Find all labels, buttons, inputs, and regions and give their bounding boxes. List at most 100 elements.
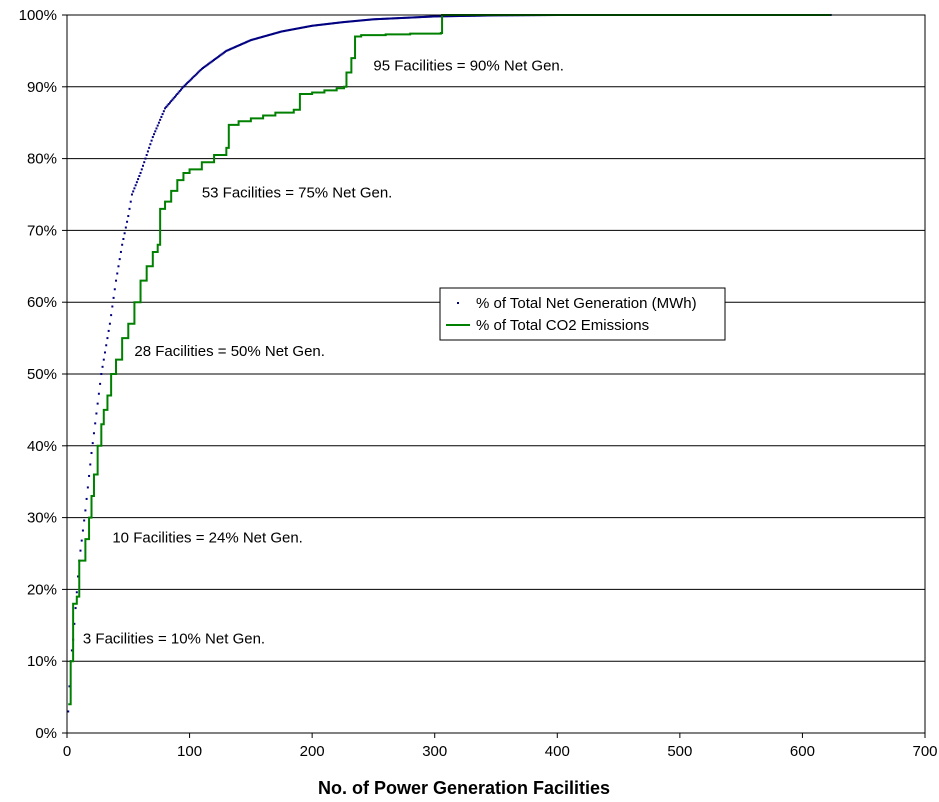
data-point — [278, 31, 281, 34]
data-point — [181, 87, 184, 90]
data-point — [296, 27, 299, 30]
data-point — [177, 91, 180, 94]
data-point — [100, 373, 103, 375]
data-point — [140, 168, 143, 171]
data-point — [387, 17, 390, 20]
data-point — [430, 15, 433, 18]
data-point — [363, 19, 366, 22]
data-point — [90, 451, 93, 454]
data-point — [454, 15, 457, 18]
data-point — [219, 54, 222, 57]
data-point — [238, 43, 241, 46]
data-point — [377, 18, 380, 21]
data-point — [232, 46, 235, 49]
data-point — [146, 150, 149, 153]
legend: % of Total Net Generation (MWh) % of Tota… — [439, 287, 726, 341]
data-point — [302, 26, 305, 29]
data-point — [404, 16, 407, 19]
data-point — [379, 17, 382, 20]
data-point — [84, 509, 87, 512]
y-tick-label: 10% — [27, 653, 57, 670]
data-point — [203, 66, 206, 69]
data-point — [148, 146, 151, 149]
data-point — [438, 15, 441, 18]
data-point — [171, 98, 174, 101]
data-point — [225, 49, 228, 52]
data-point — [222, 51, 225, 54]
data-point — [366, 18, 369, 21]
data-point — [339, 21, 342, 24]
x-tick-label: 700 — [912, 743, 937, 760]
data-point — [178, 90, 181, 93]
data-point — [96, 402, 99, 405]
series-net-generation — [67, 14, 832, 713]
data-point — [420, 16, 423, 19]
data-point — [188, 79, 191, 82]
data-point — [106, 337, 109, 340]
data-point — [354, 20, 357, 23]
data-point — [433, 15, 436, 18]
data-point — [317, 24, 320, 27]
data-point — [308, 25, 311, 28]
data-point — [335, 21, 338, 24]
data-point — [179, 88, 182, 91]
data-point — [132, 190, 135, 193]
data-point — [160, 115, 163, 118]
data-point — [99, 382, 102, 385]
data-point — [345, 20, 348, 23]
data-point — [393, 17, 396, 20]
data-point — [116, 272, 119, 275]
data-point — [208, 62, 211, 65]
data-point — [328, 22, 331, 25]
data-point — [102, 358, 105, 361]
annotation-label: 3 Facilities = 10% Net Gen. — [83, 630, 265, 647]
x-axis-title: No. of Power Generation Facilities — [318, 778, 610, 798]
data-point — [351, 20, 354, 23]
data-point — [165, 105, 168, 108]
data-point — [246, 40, 249, 43]
data-point — [128, 207, 131, 210]
data-point — [365, 18, 368, 21]
data-point — [281, 30, 284, 33]
x-tick-label: 500 — [667, 743, 692, 760]
data-point — [268, 33, 271, 36]
data-point — [74, 607, 77, 610]
data-point — [123, 232, 126, 235]
data-point — [290, 28, 293, 31]
data-point — [182, 85, 185, 88]
legend-box — [439, 287, 726, 341]
data-point — [77, 575, 80, 578]
data-point — [411, 16, 414, 19]
data-point — [191, 77, 194, 80]
data-point — [227, 48, 230, 51]
data-point — [415, 16, 418, 19]
data-point — [265, 34, 268, 37]
data-point — [202, 66, 205, 69]
data-point — [449, 15, 452, 18]
data-point — [280, 30, 283, 33]
data-point — [108, 322, 111, 325]
data-point — [295, 27, 298, 30]
data-point — [298, 27, 301, 30]
data-point — [150, 139, 153, 142]
data-point — [242, 42, 245, 45]
y-tick-label: 60% — [27, 294, 57, 311]
data-point — [240, 43, 243, 46]
x-tick-label: 0 — [63, 743, 71, 760]
data-point — [254, 37, 257, 40]
data-point — [155, 127, 158, 130]
data-point — [395, 17, 398, 20]
data-point — [217, 55, 220, 58]
annotation-label: 53 Facilities = 75% Net Gen. — [202, 184, 393, 201]
data-point — [213, 58, 216, 61]
data-point — [229, 48, 232, 51]
data-point — [89, 463, 92, 466]
data-point — [426, 15, 429, 18]
data-point — [396, 17, 399, 20]
data-point — [347, 20, 350, 23]
data-point — [121, 243, 124, 246]
annotations: 3 Facilities = 10% Net Gen. 10 Facilities… — [83, 57, 564, 647]
data-point — [323, 23, 326, 26]
data-point — [210, 60, 213, 63]
data-point — [373, 18, 376, 21]
